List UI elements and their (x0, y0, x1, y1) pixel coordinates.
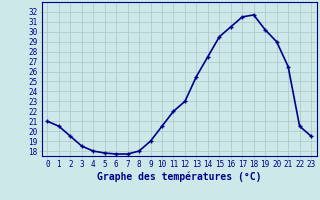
X-axis label: Graphe des températures (°C): Graphe des températures (°C) (97, 172, 261, 182)
